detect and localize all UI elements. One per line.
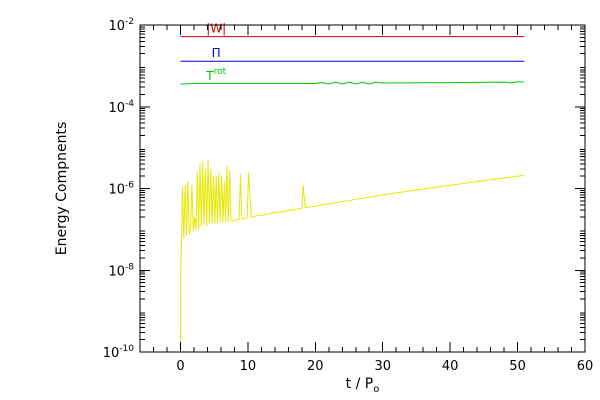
x-axis-label: t / Po	[346, 376, 380, 395]
series-line-yellow	[179, 159, 525, 353]
x-tick-label: 20	[307, 359, 324, 374]
y-tick-label: 10-4	[108, 99, 134, 116]
x-tick-label: 30	[374, 359, 391, 374]
series-label: Π	[212, 46, 221, 60]
labels: t / Po Energy Compnents	[54, 122, 379, 395]
y-tick-label: 10-8	[108, 262, 134, 279]
x-tick-label: 60	[577, 359, 594, 374]
plot-area: |W| Π Trot	[179, 22, 525, 353]
axes: 0 10 20 30 40 50 60 10-10 10-8 10-6 10-4 10-2	[103, 17, 594, 374]
series-label: |W|	[206, 22, 226, 36]
x-tick-label: 50	[509, 359, 526, 374]
y-tick-label: 10-2	[108, 17, 134, 34]
series-line-t-rot	[180, 81, 525, 85]
y-axis-label: Energy Compnents	[54, 122, 70, 255]
x-tick-label: 0	[176, 359, 184, 374]
y-tick-label: 10-10	[103, 344, 135, 361]
x-tick-label: 40	[442, 359, 459, 374]
x-tick-label: 10	[240, 359, 257, 374]
y-tick-label: 10-6	[108, 181, 134, 198]
series-label: Trot	[205, 67, 226, 83]
